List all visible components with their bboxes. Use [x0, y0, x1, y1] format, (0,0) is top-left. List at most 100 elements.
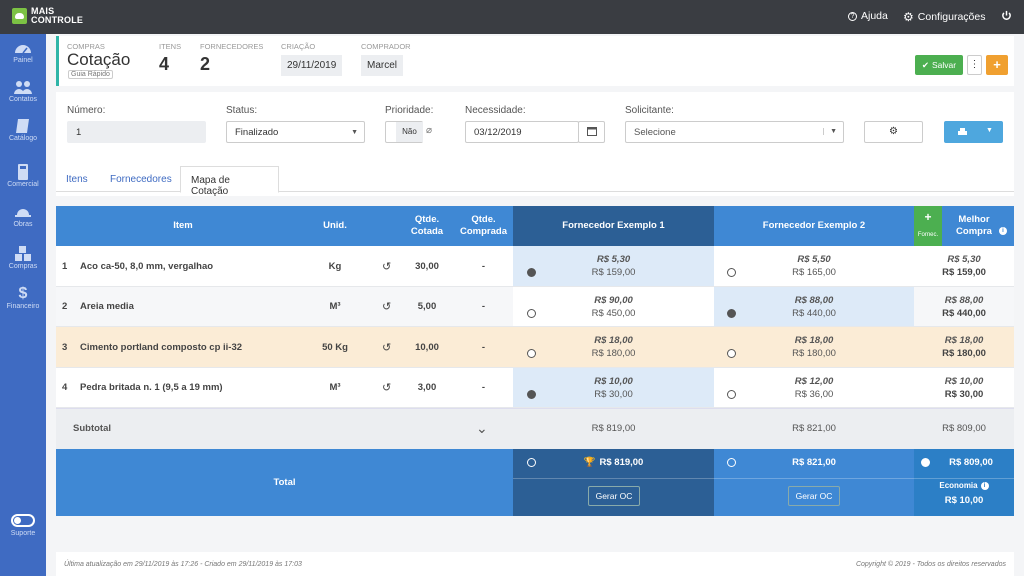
calendar-button[interactable]	[578, 121, 605, 143]
total-supplier-1-radio[interactable]	[527, 458, 536, 467]
economia-value: R$ 10,00	[944, 495, 984, 506]
power-icon	[1002, 10, 1011, 20]
supplier-1-cell	[513, 286, 714, 327]
total-best-radio[interactable]	[921, 458, 930, 467]
prioridade-toggle[interactable]: Não	[385, 121, 423, 143]
item-name: Cimento portland composto cp ii-32	[80, 341, 243, 353]
tab-fornecedores[interactable]: Fornecedores	[110, 174, 172, 185]
best-total: R$ 440,00	[942, 307, 986, 319]
supplier-1-unit-price: R$ 10,00	[594, 375, 633, 387]
col-item: Item	[173, 220, 193, 231]
help-link[interactable]: ? Ajuda	[848, 10, 888, 22]
item-name: Aco ca-50, 8,0 mm, vergalhao	[80, 260, 214, 272]
col-qtd-cotada: Qtde. Cotada	[410, 214, 444, 237]
item-bought: -	[481, 341, 486, 353]
add-supplier-button[interactable]: + Fornec.	[914, 206, 942, 246]
sidebar-item-label: Compras	[8, 263, 38, 270]
sidebar-item-obras[interactable]: Obras	[0, 204, 46, 228]
supplier-2-radio[interactable]	[727, 268, 736, 277]
question-icon: ?	[848, 11, 857, 21]
save-label: Salvar	[932, 60, 957, 70]
total-supplier-1-value: R$ 819,00	[599, 456, 644, 468]
supplier-1-radio[interactable]	[527, 349, 536, 358]
supplier-2-total: R$ 165,00	[792, 267, 836, 278]
sidebar-item-label: Financeiro	[6, 303, 40, 310]
supplier-1-total: R$ 30,00	[594, 388, 633, 400]
status-select[interactable]: Finalizado ▼	[226, 121, 365, 143]
item-unit: Kg	[328, 260, 342, 272]
page-title: Cotação	[67, 50, 131, 69]
page-header: COMPRAS Cotação Guia Rápido ITENS 4 FORN…	[56, 36, 1014, 86]
settings-link[interactable]: ⚙ Configurações	[903, 10, 985, 24]
supplier-1-radio[interactable]	[527, 268, 536, 277]
sidebar-item-contatos[interactable]: Contatos	[0, 79, 46, 103]
item-bought: -	[481, 301, 486, 313]
economia-label: Economia i	[914, 479, 1014, 493]
supplier-1-cell	[513, 367, 714, 408]
item-qty: 3,00	[417, 382, 437, 394]
save-button[interactable]: ✔ Salvar	[915, 55, 963, 75]
best-total: R$ 30,00	[944, 388, 984, 400]
sidebar-item-comercial[interactable]: Comercial	[0, 164, 46, 188]
criacao-value: 29/11/2019	[281, 55, 343, 76]
support-toggle[interactable]: Suporte	[0, 514, 46, 537]
supplier-1-total: R$ 180,00	[591, 348, 636, 359]
total-supplier-2-radio[interactable]	[727, 458, 736, 467]
tab-itens[interactable]: Itens	[66, 174, 88, 185]
history-icon[interactable]: ↺	[382, 260, 392, 273]
comprador-label: COMPRADOR	[361, 42, 411, 51]
solicitante-select[interactable]: Selecione ▼	[625, 121, 844, 143]
sidebar-item-financeiro[interactable]: $ Financeiro	[0, 286, 46, 311]
guide-link[interactable]: Guia Rápido	[68, 70, 113, 79]
caret-down-icon: ▼	[351, 129, 358, 136]
sidebar-item-catalogo[interactable]: Catálogo	[0, 118, 46, 142]
supplier-2-unit-price: R$ 12,00	[794, 375, 834, 387]
supplier-2-total: R$ 36,00	[794, 388, 834, 400]
supplier-1-cell	[513, 246, 714, 287]
supplier-2-cell	[714, 286, 914, 327]
info-icon: i	[980, 482, 989, 490]
supplier-2-total: R$ 440,00	[792, 307, 836, 319]
itens-value: 4	[159, 54, 170, 74]
gerar-oc-button-1[interactable]: Gerar OC	[588, 486, 640, 506]
best-unit-price: R$ 10,00	[944, 375, 984, 387]
trophy-icon: 🏆	[583, 456, 596, 468]
history-icon[interactable]: ↺	[382, 301, 392, 314]
print-button[interactable]: ▼	[944, 121, 1003, 143]
supplier-2-radio[interactable]	[727, 349, 736, 358]
check-icon: ✔	[921, 59, 930, 70]
add-button[interactable]: +	[986, 55, 1008, 75]
caret-down-icon[interactable]: ▼	[986, 127, 993, 134]
sidebar-item-painel[interactable]: Painel	[0, 40, 46, 64]
logo[interactable]: MAIS CONTROLE	[12, 7, 83, 25]
item-bought: -	[481, 382, 486, 394]
sidebar-item-label: Comercial	[7, 181, 39, 188]
history-icon[interactable]: ↺	[382, 382, 392, 395]
numero-field[interactable]: 1	[67, 121, 206, 143]
supplier-1-radio[interactable]	[527, 308, 536, 318]
table-row	[56, 286, 513, 327]
tab-mapa-cotacao[interactable]: Mapa de Cotação	[180, 166, 279, 197]
supplier-1-radio[interactable]	[527, 389, 536, 399]
gerar-oc-button-2[interactable]: Gerar OC	[788, 486, 840, 506]
total-supplier-1: 🏆 R$ 819,00	[513, 449, 714, 476]
necessidade-date-input[interactable]: 03/12/2019	[465, 121, 579, 143]
supplier-2-radio[interactable]	[727, 308, 736, 318]
more-options-button[interactable]: ⋮	[967, 55, 982, 75]
history-icon[interactable]: ↺	[382, 341, 392, 354]
supplier-2-unit-price: R$ 88,00	[794, 294, 834, 306]
sidebar-item-compras[interactable]: Compras	[0, 246, 46, 270]
expand-chevron-icon[interactable]: ⌄	[476, 420, 488, 436]
sidebar-item-label: Contatos	[8, 96, 38, 103]
supplier-1-unit-price: R$ 90,00	[594, 294, 633, 306]
supplier-2-radio[interactable]	[727, 389, 736, 399]
best-cell	[914, 286, 1014, 327]
config-button[interactable]: ⚙	[864, 121, 923, 143]
paperclip-icon[interactable]: ⌀	[426, 125, 433, 136]
necessidade-label: Necessidade:	[465, 105, 526, 116]
power-button[interactable]	[1001, 10, 1012, 21]
footer: Última atualização em 29/11/2019 às 17:2…	[56, 552, 1014, 576]
info-icon: i	[999, 227, 1007, 235]
calendar-icon	[586, 127, 597, 136]
col-qtd-comprada: Qtde. Comprada	[460, 214, 507, 237]
